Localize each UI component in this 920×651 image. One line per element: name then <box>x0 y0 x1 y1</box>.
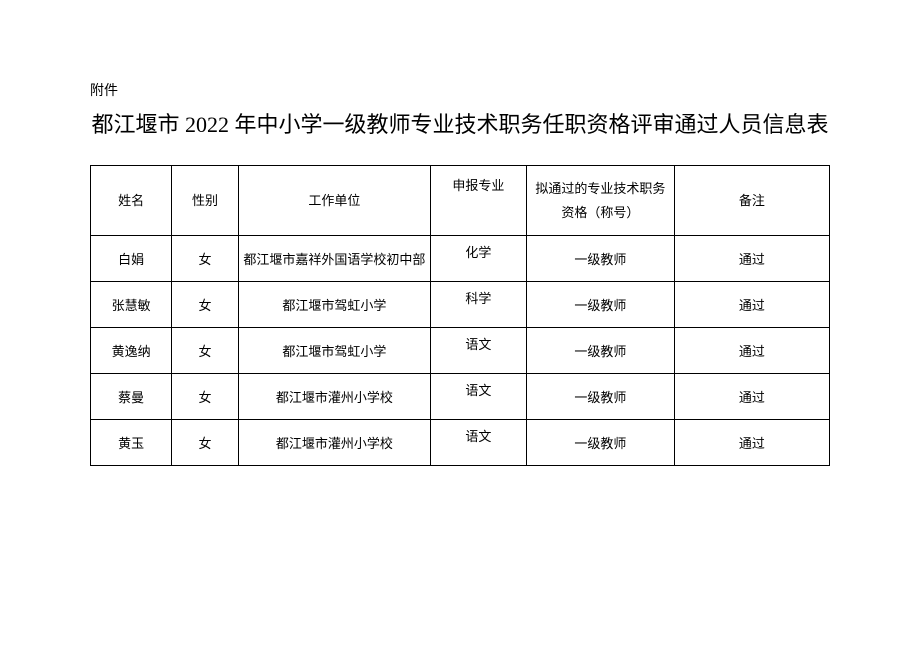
cell-name: 蔡曼 <box>91 374 172 420</box>
header-remark: 备注 <box>674 166 829 236</box>
header-gender: 性别 <box>172 166 239 236</box>
cell-name: 黄玉 <box>91 420 172 466</box>
cell-qualification: 一级教师 <box>526 420 674 466</box>
cell-remark: 通过 <box>674 328 829 374</box>
attachment-label: 附件 <box>90 80 830 100</box>
cell-workplace: 都江堰市灌州小学校 <box>238 420 430 466</box>
table-row: 黄玉 女 都江堰市灌州小学校 语文 一级教师 通过 <box>91 420 830 466</box>
cell-qualification: 一级教师 <box>526 374 674 420</box>
table-header-row: 姓名 性别 工作单位 申报专业 拟通过的专业技术职务资格（称号） 备注 <box>91 166 830 236</box>
cell-remark: 通过 <box>674 282 829 328</box>
cell-gender: 女 <box>172 236 239 282</box>
header-name: 姓名 <box>91 166 172 236</box>
cell-subject: 语文 <box>430 328 526 374</box>
cell-workplace: 都江堰市灌州小学校 <box>238 374 430 420</box>
table-row: 黄逸纳 女 都江堰市驾虹小学 语文 一级教师 通过 <box>91 328 830 374</box>
cell-name: 白娟 <box>91 236 172 282</box>
table-row: 白娟 女 都江堰市嘉祥外国语学校初中部 化学 一级教师 通过 <box>91 236 830 282</box>
header-workplace: 工作单位 <box>238 166 430 236</box>
cell-subject: 科学 <box>430 282 526 328</box>
cell-gender: 女 <box>172 328 239 374</box>
page-title: 都江堰市 2022 年中小学一级教师专业技术职务任职资格评审通过人员信息表 <box>90 108 830 141</box>
cell-qualification: 一级教师 <box>526 328 674 374</box>
cell-remark: 通过 <box>674 236 829 282</box>
cell-workplace: 都江堰市驾虹小学 <box>238 282 430 328</box>
cell-subject: 语文 <box>430 374 526 420</box>
cell-remark: 通过 <box>674 374 829 420</box>
table-row: 蔡曼 女 都江堰市灌州小学校 语文 一级教师 通过 <box>91 374 830 420</box>
cell-name: 黄逸纳 <box>91 328 172 374</box>
cell-workplace: 都江堰市驾虹小学 <box>238 328 430 374</box>
teacher-table: 姓名 性别 工作单位 申报专业 拟通过的专业技术职务资格（称号） 备注 白娟 女… <box>90 165 830 466</box>
cell-gender: 女 <box>172 420 239 466</box>
table-row: 张慧敏 女 都江堰市驾虹小学 科学 一级教师 通过 <box>91 282 830 328</box>
cell-gender: 女 <box>172 282 239 328</box>
cell-name: 张慧敏 <box>91 282 172 328</box>
header-subject: 申报专业 <box>430 166 526 236</box>
header-qualification: 拟通过的专业技术职务资格（称号） <box>526 166 674 236</box>
cell-qualification: 一级教师 <box>526 236 674 282</box>
table-body: 白娟 女 都江堰市嘉祥外国语学校初中部 化学 一级教师 通过 张慧敏 女 都江堰… <box>91 236 830 466</box>
cell-gender: 女 <box>172 374 239 420</box>
cell-workplace: 都江堰市嘉祥外国语学校初中部 <box>238 236 430 282</box>
cell-remark: 通过 <box>674 420 829 466</box>
cell-subject: 化学 <box>430 236 526 282</box>
cell-qualification: 一级教师 <box>526 282 674 328</box>
cell-subject: 语文 <box>430 420 526 466</box>
